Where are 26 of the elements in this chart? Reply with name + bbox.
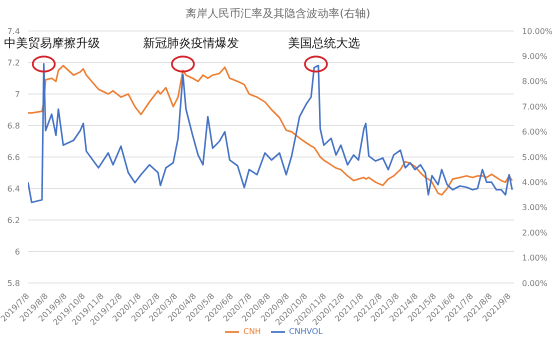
y2-tick-label: 4.00% [522,178,548,188]
legend-label: CNH [243,327,261,336]
y2-tick-label: 0.00% [522,278,548,288]
y-tick-label: 7.4 [7,26,20,36]
y2-tick-label: 2.00% [522,228,548,238]
y-tick-label: 6.2 [7,216,20,225]
legend-label: CNHVOL [288,327,323,336]
y2-tick-label: 9.00% [522,52,548,62]
y2-tick-label: 7.00% [522,102,548,112]
annotation: 美国总统大选 [288,36,360,50]
y2-tick-label: 6.00% [522,128,548,137]
annotation: 新冠肺炎疫情爆发 [142,36,239,50]
y-tick-label: 7 [14,90,20,99]
y2-tick-label: 8.00% [522,77,548,86]
y-tick-label: 6.8 [7,121,20,130]
y-tick-label: 6.6 [7,152,20,162]
y-tick-label: 6.4 [7,184,20,194]
annotation: 中美贸易摩擦升级 [4,36,100,50]
y2-tick-label: 10.00% [522,26,553,36]
y2-tick-label: 5.00% [522,152,548,162]
y2-tick-label: 3.00% [522,203,548,212]
chart-title: 离岸人民币汇率及其隐含波动率(右轴) [184,6,372,21]
y2-tick-label: 1.00% [522,254,548,263]
y-tick-label: 7.2 [7,58,20,68]
y-tick-label: 5.8 [7,278,20,288]
y-tick-label: 6 [14,247,20,256]
